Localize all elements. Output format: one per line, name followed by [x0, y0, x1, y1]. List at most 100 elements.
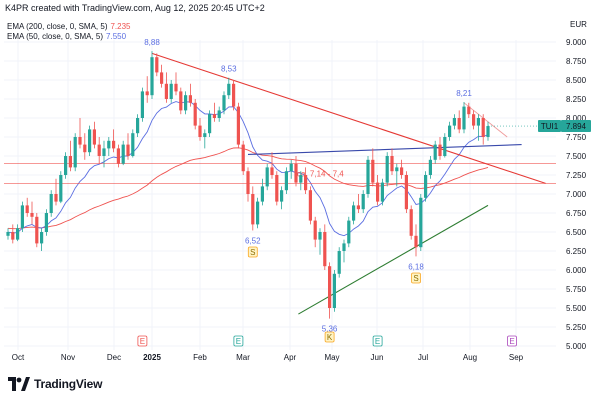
candle-body [352, 205, 356, 221]
candle-body [318, 232, 322, 240]
event-marker-box [324, 331, 335, 343]
candle-body [73, 137, 77, 168]
support-trendline[interactable] [298, 204, 489, 315]
candle-body [140, 91, 144, 118]
candle-body [448, 125, 452, 137]
candle-body [294, 163, 298, 183]
candle-body [25, 205, 29, 213]
candle-body [256, 201, 260, 225]
candle-body [390, 156, 394, 172]
time-axis[interactable]: Oct Nov Dec 2025 Feb Mar Apr May Jun Jul Aug Sep [12, 353, 524, 362]
candle-body [414, 235, 418, 248]
resistance-trendline[interactable] [151, 52, 546, 184]
event-marker-k[interactable]: K [324, 331, 335, 343]
candle-body [236, 106, 240, 145]
candle-body [241, 144, 245, 172]
event-marker-box [247, 246, 258, 258]
candles [6, 51, 490, 319]
price-tick-label: 7.000 [566, 190, 587, 199]
event-marker-box [137, 335, 148, 347]
time-tick-label: May [324, 353, 339, 362]
time-tick-label: Nov [61, 353, 75, 362]
candle-body [323, 232, 327, 267]
ema200-legend-value: 7.235 [110, 22, 131, 31]
event-marker-e[interactable]: E [233, 335, 244, 347]
candle-body [366, 159, 370, 194]
time-tick-label: Feb [193, 353, 207, 362]
candle-body [380, 182, 384, 202]
candle-body [260, 186, 264, 202]
candle-body [232, 83, 236, 107]
candle-body [145, 91, 149, 96]
event-marker-code: E [236, 337, 241, 346]
event-markers[interactable]: E E S K E S E [137, 246, 517, 347]
ema50-legend[interactable]: EMA (50, close, 0, SMA, 5) 7.550 [7, 32, 126, 41]
tradingview-logo[interactable]: TradingView [8, 377, 102, 391]
event-marker-s[interactable]: S [247, 246, 258, 258]
candle-body [313, 220, 317, 240]
ema200-legend[interactable]: EMA (200, close, 0, SMA, 5) 7.235 [7, 22, 131, 31]
candle-body [433, 144, 437, 160]
event-marker-s[interactable]: S [411, 272, 421, 284]
candle-body [131, 133, 135, 156]
price-axis[interactable]: 9.000 8.750 8.500 8.250 8.000 7.750 7.500 7.250… [488, 20, 591, 351]
time-tick-label: Dec [107, 353, 121, 362]
price-tick-label: 8.750 [566, 57, 587, 66]
candle-body [136, 118, 140, 134]
ema50-legend-label: EMA (50, close, 0, SMA, 5) [7, 32, 104, 41]
currency-label: EUR [570, 20, 587, 29]
price-tick-label: 6.250 [566, 247, 587, 256]
candle-body [107, 140, 111, 149]
candle-body [203, 133, 207, 137]
candle-body [284, 171, 288, 191]
candle-body [126, 144, 130, 156]
candle-body [467, 106, 471, 115]
candle-body [347, 220, 351, 244]
price-tick-label: 7.500 [566, 152, 587, 161]
candle-body [83, 144, 87, 153]
candle-body [92, 129, 96, 145]
last-price-box[interactable] [561, 120, 591, 133]
candle-body [419, 197, 423, 248]
event-marker-e[interactable]: E [372, 335, 383, 347]
event-marker-box [411, 272, 421, 284]
candle-body [457, 118, 461, 130]
candle-body [44, 213, 48, 232]
price-label: 6,52 [245, 236, 261, 245]
horizontal-levels[interactable]: ca. 7,14 - 7,4 [4, 163, 556, 184]
event-marker-e[interactable]: E [137, 335, 148, 347]
candle-body [40, 232, 44, 244]
short-resistance-trendline[interactable] [463, 102, 508, 138]
candle-body [78, 137, 82, 145]
event-marker-code: E [375, 337, 380, 346]
candle-body [280, 190, 284, 202]
candle-body [476, 118, 480, 126]
breakout-trendline[interactable] [247, 144, 522, 156]
price-tick-label: 8.250 [566, 95, 587, 104]
candle-body [395, 167, 399, 172]
symbol-tag-box[interactable] [538, 120, 561, 133]
candle-body [438, 144, 442, 156]
candle-body [472, 114, 476, 126]
candle-body [116, 148, 120, 164]
price-tick-label: 8.000 [566, 114, 587, 123]
candle-body [54, 194, 58, 202]
event-marker-code: E [509, 337, 514, 346]
candle-body [376, 182, 380, 202]
candle-body [270, 167, 274, 175]
price-labels: 8,88 8,53 6,52 5,36 6,18 8,21 [144, 38, 472, 334]
candle-body [212, 114, 216, 118]
price-label: 5,36 [322, 325, 338, 334]
candle-body [404, 175, 408, 210]
price-label: 8,88 [144, 38, 160, 47]
candle-body [193, 102, 197, 126]
candle-body [35, 216, 39, 244]
event-marker-box [233, 335, 244, 347]
event-marker-e[interactable]: E [507, 335, 517, 347]
candle-body [337, 251, 341, 274]
candle-body [184, 95, 188, 111]
candle-body [356, 205, 360, 210]
price-tick-label: 6.000 [566, 266, 587, 275]
candle-body [275, 175, 279, 202]
